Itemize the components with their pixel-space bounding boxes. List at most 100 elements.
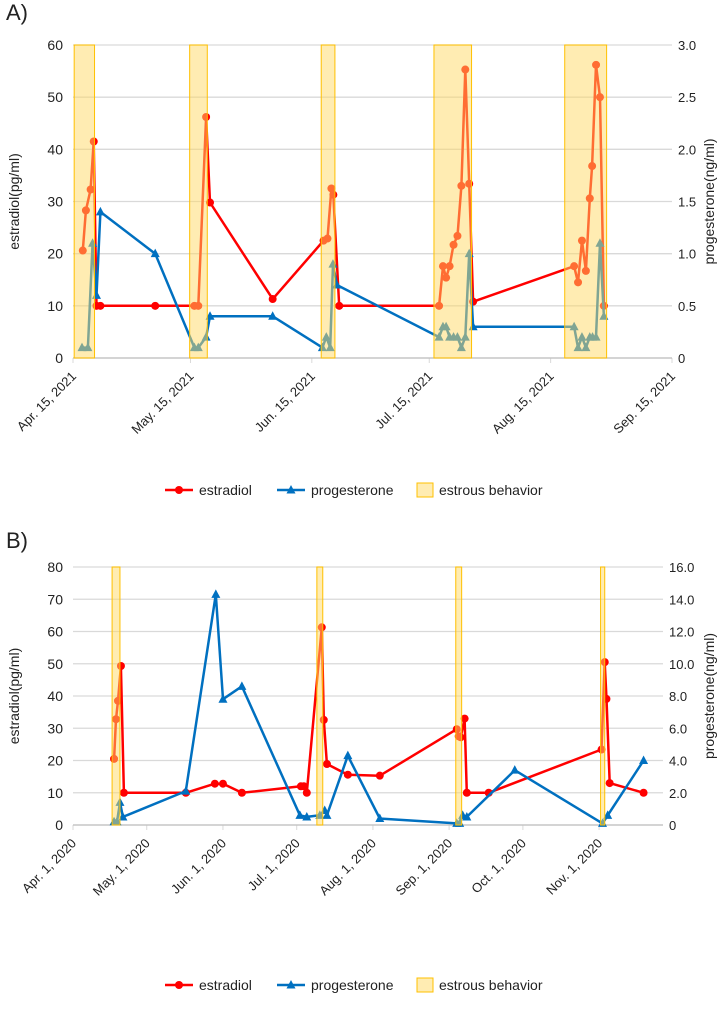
x-tick-label: Jun. 15, 2021 — [252, 369, 318, 435]
y-tick-label: 30 — [47, 720, 63, 736]
estradiol-point — [299, 782, 308, 791]
x-tick-label: Sep. 15, 2021 — [610, 369, 678, 437]
estradiol-point — [375, 771, 384, 780]
y2-tick-label: 10.0 — [669, 657, 694, 672]
y2-tick-label: 14.0 — [669, 592, 694, 607]
x-tick-label: Jul. 15, 2021 — [372, 369, 435, 432]
y-tick-label: 40 — [47, 688, 63, 704]
x-tick-label: Jun. 1, 2020 — [168, 836, 229, 897]
panel-label: A) — [6, 0, 28, 25]
legend: estradiol progesterone estrous behavior — [165, 977, 543, 993]
progesterone-point — [462, 811, 472, 821]
estradiol-point — [335, 301, 344, 310]
x-tick-label: Apr. 15, 2021 — [14, 369, 79, 434]
y-axis-title: estradiol(pg/ml) — [6, 153, 22, 249]
legend-estrous-label: estrous behavior — [439, 977, 543, 993]
estradiol-point — [237, 788, 246, 797]
estrous-behavior-band — [600, 566, 606, 826]
estradiol-point — [119, 788, 128, 797]
progesterone-point — [343, 750, 353, 760]
y2-tick-label: 0.5 — [678, 299, 696, 314]
progesterone-point — [181, 786, 191, 795]
estrous-behavior-band — [433, 44, 473, 359]
estrous-behavior-band — [189, 44, 208, 359]
y2-axis-title: progesterone(ng/ml) — [701, 138, 717, 264]
estrous-behavior-band — [564, 44, 608, 359]
estrous-behavior-band — [316, 566, 324, 826]
x-tick-label: Sep. 1, 2020 — [393, 836, 456, 899]
panel-label: B) — [6, 528, 28, 553]
progesterone-point — [237, 681, 247, 690]
estradiol-point — [460, 714, 469, 723]
y-tick-label: 30 — [47, 194, 63, 210]
estradiol-line — [112, 626, 644, 795]
progesterone-point — [639, 755, 649, 764]
y-axis-title: estradiol(pg/ml) — [6, 648, 22, 744]
progesterone-point — [295, 810, 305, 819]
legend-estrous-label: estrous behavior — [439, 482, 543, 498]
estradiol-point — [302, 788, 311, 797]
progesterone-point — [375, 813, 385, 823]
estradiol-point — [151, 301, 160, 310]
legend-progesterone-marker — [286, 980, 296, 989]
y-tick-label: 20 — [47, 753, 63, 769]
y2-tick-label: 6.0 — [669, 721, 687, 736]
x-tick-label: Nov. 1, 2020 — [543, 836, 605, 898]
x-tick-label: Aug. 1, 2020 — [316, 836, 379, 899]
x-tick-label: Oct. 1, 2020 — [468, 836, 529, 897]
y-tick-label: 40 — [47, 141, 63, 157]
legend: estradiol progesterone estrous behavior — [165, 482, 543, 498]
y2-tick-label: 16.0 — [669, 560, 694, 575]
progesterone-point — [150, 248, 160, 258]
estradiol-point — [96, 301, 105, 310]
y2-tick-label: 2.0 — [669, 786, 687, 801]
y2-tick-label: 0 — [669, 818, 676, 833]
y-tick-label: 80 — [47, 559, 63, 575]
y2-tick-label: 4.0 — [669, 754, 687, 769]
y2-tick-label: 1.0 — [678, 247, 696, 262]
estradiol-point — [639, 788, 648, 797]
progesterone-point — [218, 694, 228, 703]
x-tick-label: Aug. 15, 2021 — [489, 369, 557, 437]
y-tick-label: 0 — [55, 350, 63, 366]
y2-tick-label: 1.5 — [678, 195, 696, 210]
y2-tick-label: 3.0 — [678, 38, 696, 53]
estradiol-point — [343, 770, 352, 779]
progesterone-point — [322, 810, 332, 819]
y2-tick-label: 12.0 — [669, 625, 694, 640]
progesterone-point — [302, 811, 312, 821]
y2-tick-label: 8.0 — [669, 689, 687, 704]
y-tick-label: 60 — [47, 37, 63, 53]
y2-axis-title: progesterone(ng/ml) — [701, 633, 717, 759]
x-tick-label: May. 15, 2021 — [128, 369, 196, 437]
progesterone-line — [114, 593, 645, 825]
legend-progesterone-marker — [286, 485, 296, 494]
y2-tick-label: 2.0 — [678, 142, 696, 157]
estradiol-point — [206, 198, 215, 207]
estrous-behavior-band — [320, 44, 336, 359]
estradiol-point — [462, 788, 471, 797]
progesterone-point — [603, 810, 613, 819]
y2-tick-label: 0 — [678, 351, 685, 366]
estradiol-point — [268, 295, 277, 304]
legend-progesterone-label: progesterone — [311, 482, 394, 498]
y-tick-label: 10 — [47, 298, 63, 314]
progesterone-point — [268, 311, 278, 320]
y-tick-label: 50 — [47, 89, 63, 105]
estradiol-point — [322, 760, 331, 769]
estrous-behavior-band — [455, 566, 463, 826]
estrous-behavior-band — [111, 566, 121, 826]
progesterone-point — [510, 765, 520, 774]
estradiol-point — [218, 779, 227, 788]
legend-estradiol-marker — [175, 486, 183, 494]
x-tick-label: May. 1, 2020 — [90, 836, 153, 899]
estrous-behavior-band — [73, 44, 96, 359]
estradiol-point — [210, 779, 219, 788]
legend-estradiol-label: estradiol — [199, 977, 252, 993]
progesterone-point — [118, 811, 128, 821]
y-tick-label: 70 — [47, 591, 63, 607]
chart-panel-b: B) 0 0 10 2.0 20 4.0 30 6.0 40 8.0 50 10.0 60 12.0 70 14… — [6, 528, 717, 993]
chart-panel-a: A) 0 0 10 0.5 20 1.0 30 1.5 40 2.0 50 2.5 60 3.0 estrad… — [6, 0, 717, 498]
progesterone-point — [211, 589, 221, 598]
